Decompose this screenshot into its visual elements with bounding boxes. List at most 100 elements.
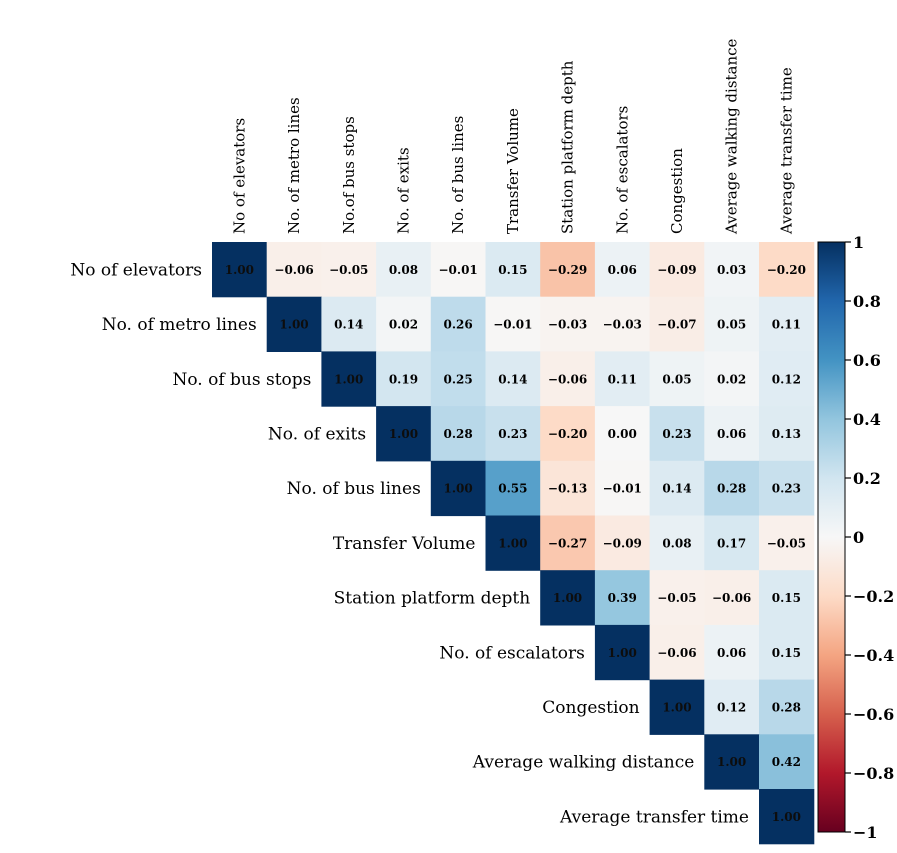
heatmap-cell: −0.06 [266, 242, 322, 298]
heatmap-cell-fill [376, 242, 432, 298]
colorbar-tick-label: −1 [853, 823, 878, 842]
column-label: Congestion [668, 148, 686, 234]
colorbar-tick-label: −0.4 [853, 646, 894, 665]
heatmap-cell-fill [540, 406, 596, 462]
cell-value-label: 0.23 [498, 427, 527, 441]
heatmap-cell: −0.09 [594, 515, 651, 571]
column-label: No. of exits [394, 147, 412, 234]
heatmap-cell: 1.00 [485, 515, 541, 571]
cell-value-label: 0.00 [608, 427, 637, 441]
row-label: Average transfer time [559, 807, 749, 827]
heatmap-cell: 0.03 [704, 242, 760, 298]
cell-value-label: −0.09 [657, 263, 696, 277]
heatmap-cell-fill [594, 242, 651, 298]
cell-value-label: −0.03 [603, 318, 642, 332]
heatmap-cell-fill [759, 679, 815, 735]
heatmap-cell-fill [485, 460, 541, 517]
heatmap-cell-fill [704, 515, 760, 571]
heatmap-cell: −0.05 [649, 570, 705, 626]
cell-value-label: −0.05 [329, 263, 368, 277]
heatmap-cell-fill [212, 242, 268, 298]
cell-value-label: −0.09 [603, 536, 642, 550]
heatmap-cell-fill [759, 242, 815, 298]
column-labels: No of elevators No. of metro lines No.of b… [230, 38, 795, 235]
heatmap-cell-fill [759, 296, 815, 352]
heatmap-cell-fill [759, 460, 815, 517]
heatmap-cell: 1.00 [649, 679, 705, 735]
cell-value-label: 1.00 [389, 427, 418, 441]
heatmap-cell: 0.19 [376, 351, 432, 407]
row-label: Transfer Volume [333, 534, 476, 554]
cell-value-label: −0.03 [548, 318, 587, 332]
heatmap-cell-fill [649, 570, 705, 626]
cell-value-label: 0.05 [717, 318, 746, 332]
cell-value-label: −0.01 [493, 318, 532, 332]
heatmap-cell-fill [649, 351, 705, 407]
heatmap-cell: −0.01 [430, 242, 487, 298]
column-label: Station platform depth [559, 60, 577, 234]
heatmap-cell: 1.00 [212, 242, 268, 298]
heatmap-cell-fill [759, 570, 815, 626]
heatmap-cell: −0.20 [759, 242, 815, 298]
heatmap-cell-fill [704, 734, 760, 790]
heatmap-cell-fill [594, 460, 651, 517]
heatmap-cell: −0.27 [540, 515, 596, 571]
cell-value-label: 1.00 [498, 536, 527, 550]
cell-value-label: 0.08 [662, 536, 691, 550]
heatmap-cell-fill [430, 242, 487, 298]
heatmap-cell: −0.07 [649, 296, 705, 352]
heatmap-cell-fill [430, 296, 487, 352]
cell-value-label: −0.06 [548, 372, 587, 386]
heatmap-cell-fill [649, 296, 705, 352]
cell-value-label: 0.14 [662, 482, 691, 496]
cell-value-label: −0.20 [548, 427, 587, 441]
heatmap-cell: 0.14 [485, 351, 541, 407]
heatmap-cell-fill [759, 406, 815, 462]
cell-value-label: 0.02 [389, 318, 418, 332]
heatmap-cell-fill [704, 460, 760, 517]
cell-value-label: 1.00 [334, 372, 363, 386]
heatmap-cell: −0.13 [540, 460, 596, 517]
cell-value-label: −0.29 [548, 263, 587, 277]
row-label: No. of metro lines [102, 315, 257, 335]
heatmap-cell: −0.05 [759, 515, 815, 571]
cell-value-label: 0.06 [717, 427, 746, 441]
heatmap-cell: −0.03 [540, 296, 596, 352]
heatmap-cell-fill [376, 406, 432, 462]
cell-value-label: 0.11 [772, 318, 801, 332]
cell-value-label: −0.07 [657, 318, 696, 332]
row-label: No. of escalators [439, 643, 584, 663]
column-label: No of elevators [230, 118, 248, 234]
cell-value-label: 1.00 [279, 318, 308, 332]
heatmap-cell: 0.25 [430, 351, 487, 407]
heatmap-cell: 0.08 [649, 515, 705, 571]
cell-value-label: 0.12 [772, 372, 801, 386]
heatmap-cell-fill [649, 460, 705, 517]
heatmap-cell: 1.00 [266, 296, 322, 352]
heatmap-cell-fill [266, 296, 322, 352]
heatmap-cell: −0.06 [704, 570, 760, 626]
cell-value-label: 0.28 [717, 482, 746, 496]
heatmap-cell: 0.06 [704, 406, 760, 462]
heatmap-cell: 0.28 [759, 679, 815, 735]
heatmap-cell: 1.00 [704, 734, 760, 790]
heatmap-cell-fill [759, 789, 815, 845]
heatmap-cell: 0.15 [759, 570, 815, 626]
cell-value-label: 1.00 [662, 700, 691, 714]
column-label: No. of metro lines [285, 97, 303, 234]
heatmap-cell-fill [704, 624, 760, 681]
cell-value-label: 0.05 [662, 372, 691, 386]
heatmap-cell: 0.15 [485, 242, 541, 298]
column-label: Average transfer time [777, 67, 795, 235]
heatmap-cell-fill [649, 515, 705, 571]
heatmap-cell-fill [704, 242, 760, 298]
cell-value-label: −0.27 [548, 536, 587, 550]
heatmap-cell-fill [485, 296, 541, 352]
heatmap-cell: 0.00 [594, 406, 651, 462]
cell-value-label: 1.00 [772, 810, 801, 824]
heatmap-cell: −0.09 [649, 242, 705, 298]
heatmap-cell-fill [321, 242, 377, 298]
heatmap-cell: 0.15 [759, 624, 815, 681]
cell-value-label: 0.08 [389, 263, 418, 277]
cell-value-label: 0.19 [389, 372, 418, 386]
